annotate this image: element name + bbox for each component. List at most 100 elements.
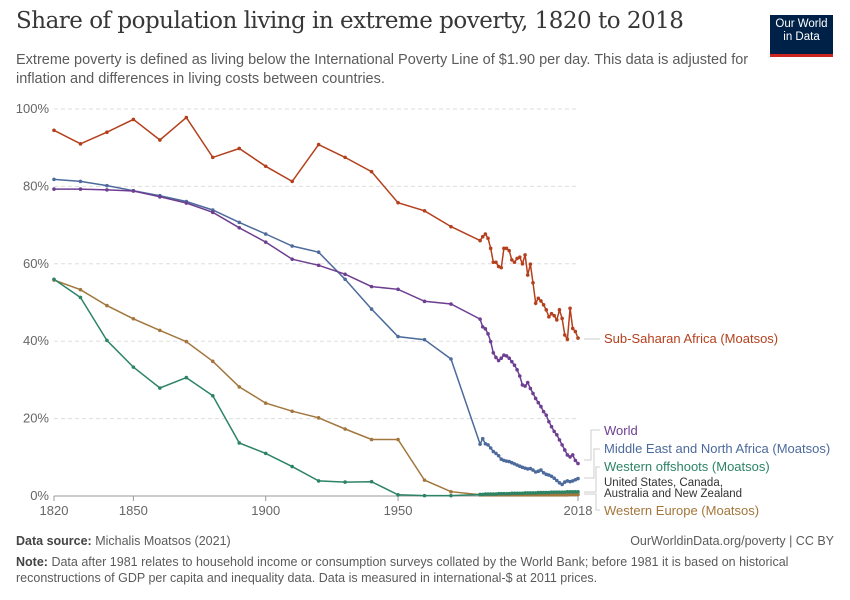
data-point[interactable] <box>343 277 347 282</box>
data-point[interactable] <box>263 401 268 405</box>
data-point[interactable] <box>560 443 564 447</box>
data-point[interactable] <box>184 201 189 205</box>
data-point[interactable] <box>316 416 321 420</box>
data-point[interactable] <box>486 236 490 241</box>
data-point[interactable] <box>547 419 551 424</box>
data-point[interactable] <box>523 253 527 257</box>
data-point[interactable] <box>510 491 514 496</box>
data-point[interactable] <box>552 476 556 480</box>
data-point[interactable] <box>491 449 496 454</box>
data-point[interactable] <box>531 468 535 472</box>
data-point[interactable] <box>480 234 485 239</box>
data-point[interactable] <box>515 368 519 372</box>
data-point[interactable] <box>52 277 56 282</box>
data-point[interactable] <box>499 356 504 361</box>
series-line[interactable] <box>53 178 579 486</box>
series-line[interactable] <box>53 116 579 342</box>
data-point[interactable] <box>263 164 268 169</box>
data-point[interactable] <box>158 138 162 142</box>
data-point[interactable] <box>555 433 559 437</box>
series-western-offshoots-moatsos-[interactable] <box>52 277 580 498</box>
data-point[interactable] <box>507 248 511 253</box>
data-point[interactable] <box>343 480 347 484</box>
series-world[interactable] <box>52 187 580 466</box>
source-url[interactable]: OurWorldinData.org/poverty | CC BY <box>630 534 834 548</box>
data-point[interactable] <box>568 455 572 459</box>
data-point[interactable] <box>565 453 570 457</box>
data-point[interactable] <box>131 316 136 321</box>
data-point[interactable] <box>105 130 109 135</box>
data-point[interactable] <box>555 478 559 483</box>
data-point[interactable] <box>105 338 109 343</box>
data-point[interactable] <box>536 490 541 495</box>
data-point[interactable] <box>499 491 504 496</box>
data-point[interactable] <box>531 280 535 285</box>
data-point[interactable] <box>237 441 242 445</box>
data-point[interactable] <box>576 492 580 497</box>
data-point[interactable] <box>478 317 482 321</box>
data-point[interactable] <box>396 493 400 497</box>
data-point[interactable] <box>565 489 570 494</box>
data-point[interactable] <box>562 448 567 452</box>
data-point[interactable] <box>504 246 509 251</box>
data-point[interactable] <box>502 491 506 496</box>
data-point[interactable] <box>480 436 485 441</box>
data-point[interactable] <box>573 489 578 494</box>
data-point[interactable] <box>290 179 294 184</box>
data-point[interactable] <box>496 453 501 458</box>
data-point[interactable] <box>494 355 498 360</box>
data-point[interactable] <box>557 308 562 312</box>
data-point[interactable] <box>576 489 580 494</box>
series-sub-saharan-africa-moatsos-[interactable] <box>52 115 580 342</box>
data-point[interactable] <box>541 490 546 495</box>
data-point[interactable] <box>184 375 189 380</box>
data-point[interactable] <box>576 476 580 481</box>
data-point[interactable] <box>237 385 242 389</box>
data-point[interactable] <box>573 329 578 334</box>
data-point[interactable] <box>520 262 525 266</box>
series-line[interactable] <box>53 279 578 496</box>
data-point[interactable] <box>533 301 538 306</box>
data-point[interactable] <box>528 466 533 471</box>
data-point[interactable] <box>131 189 136 193</box>
data-point[interactable] <box>570 489 575 494</box>
data-point[interactable] <box>541 303 546 307</box>
data-point[interactable] <box>52 187 56 191</box>
data-point[interactable] <box>494 260 498 265</box>
data-point[interactable] <box>510 258 514 262</box>
data-point[interactable] <box>105 303 109 308</box>
data-point[interactable] <box>517 255 522 260</box>
data-point[interactable] <box>539 490 543 495</box>
data-point[interactable] <box>483 232 488 236</box>
data-point[interactable] <box>560 316 564 321</box>
data-point[interactable] <box>422 208 427 213</box>
data-point[interactable] <box>78 142 83 146</box>
data-point[interactable] <box>494 492 498 496</box>
data-point[interactable] <box>237 146 242 151</box>
data-point[interactable] <box>576 461 580 466</box>
data-point[interactable] <box>531 391 535 396</box>
data-point[interactable] <box>480 492 485 497</box>
data-point[interactable] <box>316 479 321 483</box>
data-point[interactable] <box>488 339 493 344</box>
data-point[interactable] <box>541 409 546 414</box>
data-point[interactable] <box>478 442 482 446</box>
data-point[interactable] <box>549 493 554 497</box>
data-point[interactable] <box>570 492 575 497</box>
data-point[interactable] <box>369 284 374 289</box>
data-point[interactable] <box>486 492 490 496</box>
data-point[interactable] <box>422 478 427 482</box>
data-point[interactable] <box>369 169 374 174</box>
data-point[interactable] <box>528 491 533 495</box>
data-point[interactable] <box>496 358 501 363</box>
data-point[interactable] <box>52 128 56 133</box>
data-point[interactable] <box>290 464 294 469</box>
data-point[interactable] <box>478 238 482 243</box>
data-point[interactable] <box>573 458 578 463</box>
data-point[interactable] <box>555 318 559 322</box>
data-point[interactable] <box>552 490 556 494</box>
data-point[interactable] <box>552 429 556 434</box>
data-point[interactable] <box>525 467 530 471</box>
data-point[interactable] <box>523 491 527 495</box>
data-point[interactable] <box>573 492 578 497</box>
